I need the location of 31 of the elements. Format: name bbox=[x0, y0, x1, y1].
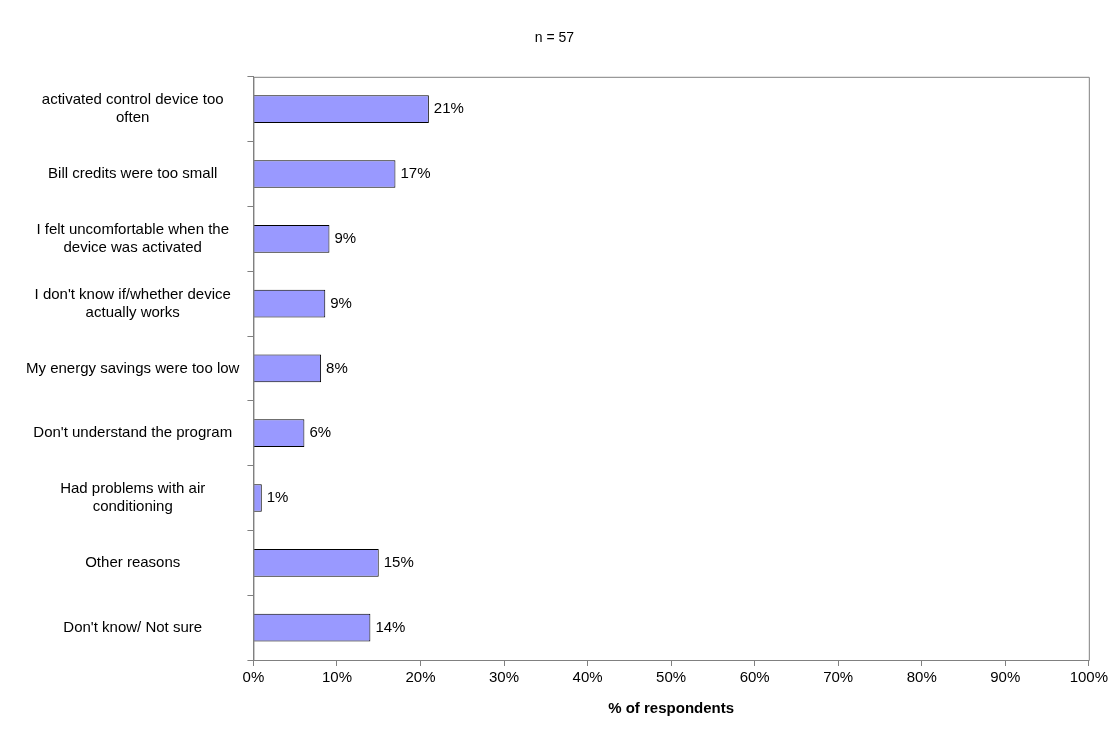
x-tick-label: 20% bbox=[405, 668, 436, 686]
x-axis-title: % of respondents bbox=[608, 699, 735, 717]
data-label: 9% bbox=[334, 228, 357, 246]
data-label: 14% bbox=[375, 617, 406, 635]
data-label: 8% bbox=[326, 358, 348, 376]
x-tick-label: 0% bbox=[242, 668, 265, 686]
x-tick-label: 40% bbox=[572, 668, 603, 686]
y-tick-label: Had problems with air conditioning bbox=[60, 479, 206, 515]
y-tick-label: Other reasons bbox=[85, 552, 181, 570]
y-tick-label: I felt uncomfortable when the device was activated bbox=[36, 219, 230, 255]
data-label: 9% bbox=[330, 293, 352, 311]
data-label: 17% bbox=[400, 164, 431, 182]
x-tick-label: 80% bbox=[906, 668, 937, 686]
x-tick-label: 50% bbox=[656, 668, 687, 686]
data-label: 21% bbox=[433, 99, 464, 117]
chart-title: n = 57 bbox=[534, 29, 575, 46]
y-tick-label: Bill credits were too small bbox=[48, 164, 218, 182]
data-label: 6% bbox=[309, 423, 332, 441]
x-tick-label: 60% bbox=[739, 668, 770, 686]
x-tick-label: 30% bbox=[489, 668, 520, 686]
data-label: 1% bbox=[266, 488, 289, 506]
y-tick-label: Don't understand the program bbox=[33, 423, 233, 441]
y-tick-label: My energy savings were too low bbox=[26, 358, 240, 376]
x-tick-label: 70% bbox=[823, 668, 854, 686]
x-tick-label: 90% bbox=[990, 668, 1021, 686]
y-tick-label: activated control device too often bbox=[41, 90, 224, 126]
x-tick-label: 10% bbox=[321, 668, 352, 686]
x-tick-label: 100% bbox=[1069, 668, 1109, 686]
y-tick-label: I don't know if/whether device actually works bbox=[34, 284, 231, 320]
data-label: 15% bbox=[383, 552, 414, 570]
y-tick-label: Don't know/ Not sure bbox=[63, 617, 203, 635]
